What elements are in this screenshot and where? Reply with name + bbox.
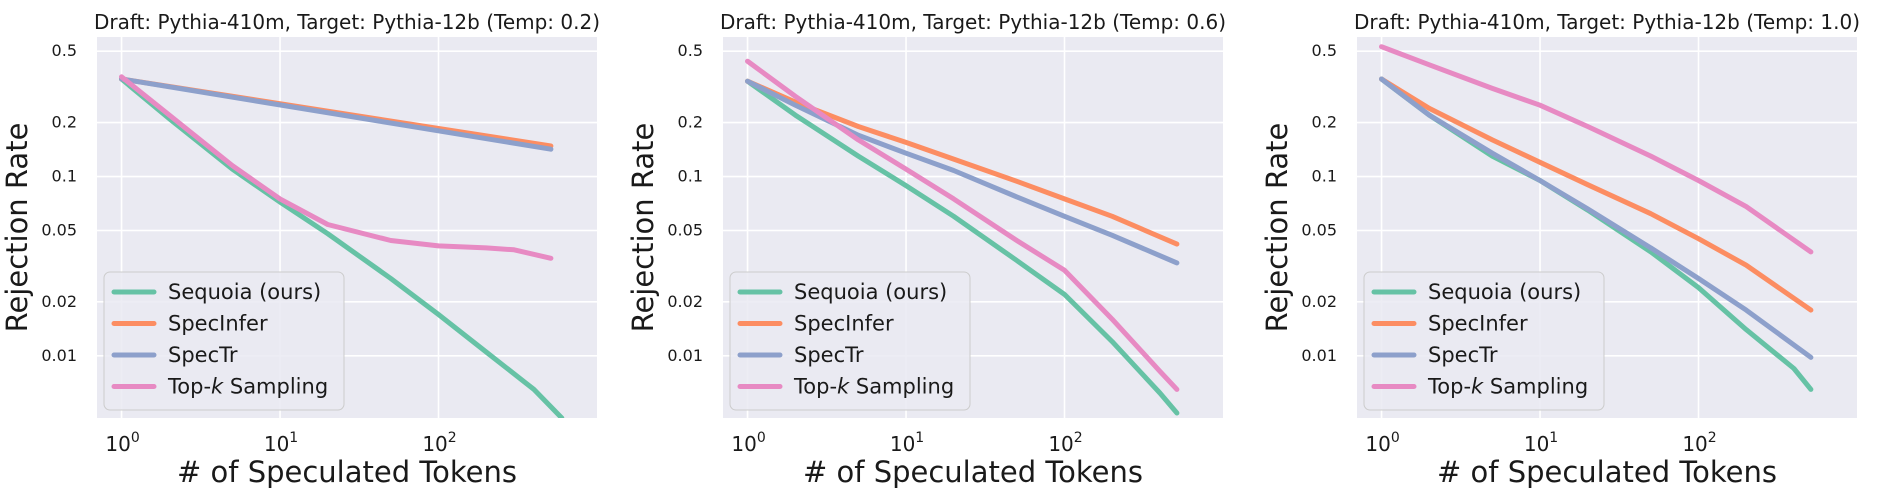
y-tick-label: 0.05 <box>1301 220 1337 239</box>
x-tick-label: 101 <box>264 430 298 456</box>
series-line-top-k-sampling <box>1379 44 1814 255</box>
legend: Sequoia (ours) SpecInfer SpecTr Top-k Sampl… <box>103 271 345 411</box>
y-tick-label: 0.1 <box>678 167 703 186</box>
y-axis-label: Rejection Rate <box>0 123 34 333</box>
x-axis-label: # of Speculated Tokens <box>177 455 517 489</box>
legend-entry-label: Top-k Sampling <box>167 375 328 399</box>
x-axis-label: # of Speculated Tokens <box>803 455 1143 489</box>
series-line-sequoia-ours <box>119 76 565 418</box>
legend-box <box>729 271 971 411</box>
y-tick-label: 0.1 <box>1312 167 1337 186</box>
chart-title: Draft: Pythia-410m, Target: Pythia-12b (… <box>1354 10 1860 34</box>
legend-entry-label: Sequoia (ours) <box>1428 280 1581 304</box>
x-tick-label: 100 <box>1365 430 1399 456</box>
series-line-sequoia-ours <box>745 78 1180 416</box>
chart-panel-3: 0.5 0.2 0.1 0.05 0.02 0.01 100 101 102 Draft: Pyt… <box>1260 10 1860 489</box>
legend: Sequoia (ours) SpecInfer SpecTr Top-k Sampl… <box>1363 271 1605 411</box>
y-tick-label: 0.01 <box>1301 346 1337 365</box>
series-line-spectr <box>119 76 554 152</box>
series-lines <box>745 58 1180 416</box>
legend-entry-label: SpecInfer <box>168 312 268 336</box>
x-axis-label: # of Speculated Tokens <box>1437 455 1777 489</box>
y-axis-label: Rejection Rate <box>626 123 660 333</box>
x-tick-label: 102 <box>1682 430 1716 456</box>
chart-title: Draft: Pythia-410m, Target: Pythia-12b (… <box>94 10 600 34</box>
y-tick-label: 0.01 <box>667 346 703 365</box>
x-tick-label: 100 <box>105 430 139 456</box>
y-tick-label: 0.2 <box>678 113 703 132</box>
x-tick-label: 102 <box>422 430 456 456</box>
y-tick-label: 0.02 <box>1301 292 1337 311</box>
series-lines <box>119 74 565 418</box>
series-line-spectr <box>1379 76 1814 360</box>
y-tick-label: 0.02 <box>667 292 703 311</box>
series-lines <box>1379 44 1814 392</box>
y-tick-label: 0.2 <box>52 113 77 132</box>
chart-panel-1: 0.5 0.2 0.1 0.05 0.02 0.01 100 101 102 Draft: Pyt… <box>0 10 600 489</box>
legend-entry-label: SpecInfer <box>1428 312 1528 336</box>
y-tick-label: 0.5 <box>1312 41 1337 60</box>
series-line-spectr <box>745 78 1180 266</box>
legend-entry-label: SpecTr <box>1428 343 1498 367</box>
series-line-specinfer <box>1379 76 1814 313</box>
legend-entry-label: Top-k Sampling <box>1427 375 1588 399</box>
legend-entry-label: SpecTr <box>168 343 238 367</box>
legend-entry-label: Top-k Sampling <box>793 375 954 399</box>
legend-entry-label: Sequoia (ours) <box>168 280 321 304</box>
legend-box <box>1363 271 1605 411</box>
y-tick-label: 0.1 <box>52 167 77 186</box>
y-tick-label: 0.2 <box>1312 113 1337 132</box>
y-tick-label: 0.02 <box>41 292 77 311</box>
legend-entry-label: Sequoia (ours) <box>794 280 947 304</box>
x-tick-label: 100 <box>731 430 765 456</box>
y-tick-label: 0.05 <box>41 220 77 239</box>
legend: Sequoia (ours) SpecInfer SpecTr Top-k Sampl… <box>729 271 971 411</box>
x-tick-label: 102 <box>1048 430 1082 456</box>
y-tick-label: 0.05 <box>667 220 703 239</box>
chart-panel-2: 0.5 0.2 0.1 0.05 0.02 0.01 100 101 102 Draft: Pyt… <box>626 10 1226 489</box>
y-axis-label: Rejection Rate <box>1260 123 1294 333</box>
series-line-top-k-sampling <box>119 74 554 261</box>
chart-title: Draft: Pythia-410m, Target: Pythia-12b (… <box>720 10 1226 34</box>
legend-entry-label: SpecTr <box>794 343 864 367</box>
series-line-top-k-sampling <box>745 58 1180 392</box>
legend-entry-label: SpecInfer <box>794 312 894 336</box>
legend-box <box>103 271 345 411</box>
y-tick-label: 0.5 <box>52 41 77 60</box>
y-tick-label: 0.5 <box>678 41 703 60</box>
y-tick-label: 0.01 <box>41 346 77 365</box>
x-tick-label: 101 <box>890 430 924 456</box>
x-tick-label: 101 <box>1524 430 1558 456</box>
